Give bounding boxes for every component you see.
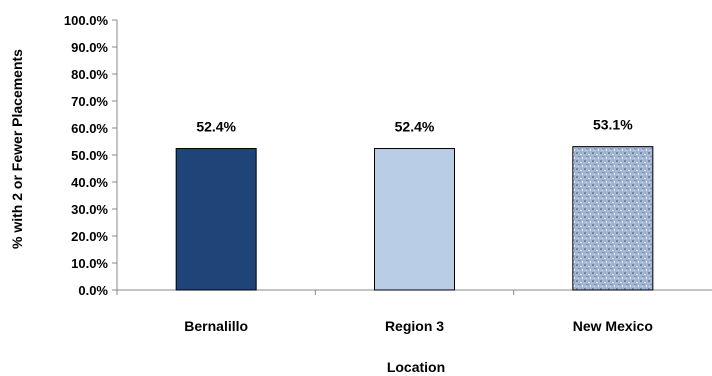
data-label: 52.4% bbox=[395, 119, 435, 135]
y-tick-label: 60.0% bbox=[71, 121, 108, 136]
y-axis: 0.0% 10.0% 20.0% 30.0% 40.0% 50.0% 60.0% 70.0% 8… bbox=[64, 13, 118, 298]
data-labels: 52.4% 52.4% 53.1% bbox=[196, 117, 633, 135]
y-tick-label: 0.0% bbox=[78, 283, 108, 298]
x-tick-label: Region 3 bbox=[385, 318, 444, 334]
x-tick-label: Bernalillo bbox=[184, 318, 248, 334]
y-axis-title: % with 2 or Fewer Placements bbox=[9, 49, 25, 249]
y-tick-label: 100.0% bbox=[64, 13, 109, 28]
bar-bernalillo bbox=[175, 148, 257, 291]
y-tick-label: 90.0% bbox=[71, 40, 108, 55]
data-label: 52.4% bbox=[196, 119, 236, 135]
bar-new-mexico bbox=[572, 146, 654, 291]
x-tick-label: New Mexico bbox=[573, 318, 653, 334]
y-tick-label: 70.0% bbox=[71, 94, 108, 109]
data-label: 53.1% bbox=[593, 117, 633, 133]
y-tick-label: 50.0% bbox=[71, 148, 108, 163]
bars bbox=[175, 146, 654, 291]
y-tick-label: 80.0% bbox=[71, 67, 108, 82]
y-tick-label: 20.0% bbox=[71, 229, 108, 244]
y-tick-label: 10.0% bbox=[71, 256, 108, 271]
y-tick-label: 30.0% bbox=[71, 202, 108, 217]
x-axis: Bernalillo Region 3 New Mexico bbox=[116, 289, 712, 334]
bar-region-3 bbox=[374, 148, 455, 291]
x-axis-title: Location bbox=[387, 359, 445, 375]
y-tick-label: 40.0% bbox=[71, 175, 108, 190]
